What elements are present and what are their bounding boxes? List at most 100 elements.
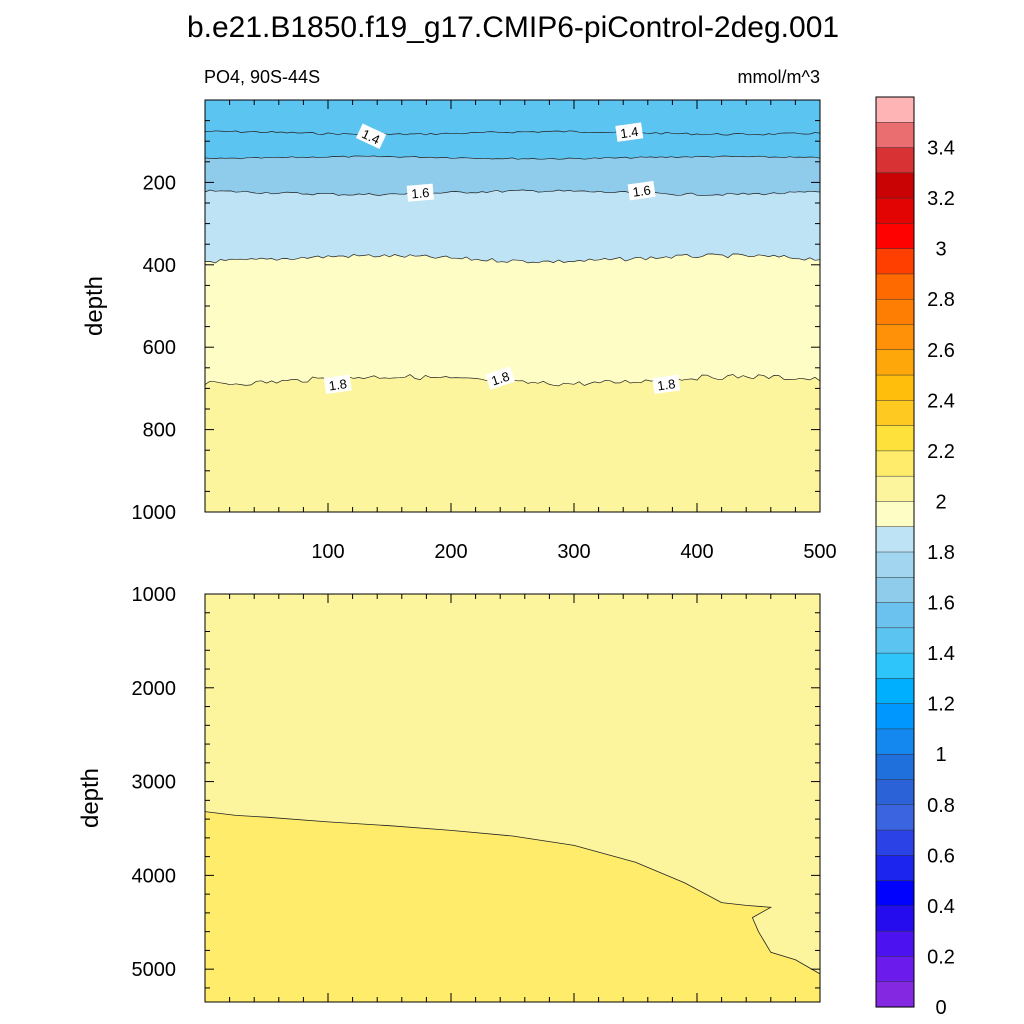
contour-label-text: 1.8 [656, 376, 676, 393]
colorbar-swatch [875, 349, 915, 376]
colorbar-label: 1.2 [927, 694, 955, 716]
colorbar-swatch [875, 804, 915, 831]
colorbar-swatch [875, 905, 915, 932]
contour-label-text: 1.8 [489, 369, 511, 389]
colorbar-label: 3.4 [927, 138, 955, 160]
colorbar-swatch [875, 930, 915, 957]
colorbar-label: 0.2 [927, 946, 955, 968]
colorbar-swatch [875, 551, 915, 578]
colorbar-frame [875, 96, 915, 1008]
colorbar-swatch [875, 475, 915, 503]
contour-label: 1.6 [627, 180, 656, 201]
contour-line-1.5 [204, 155, 821, 160]
contour-label-text: 1.4 [619, 124, 639, 141]
colorbar-swatch [875, 880, 915, 907]
y-tick-label: 200 [143, 172, 176, 194]
colorbar-label: 0.6 [927, 845, 955, 867]
colorbar-swatch [875, 425, 915, 452]
x-tick-label: 100 [311, 541, 344, 563]
colorbar-swatch [875, 147, 915, 174]
colorbar-swatch [875, 450, 915, 477]
colorbar-label: 2 [935, 491, 946, 513]
band-1.6-1.7 [205, 189, 820, 263]
band-1.8-1.9 [205, 374, 820, 512]
colorbar-swatch [875, 501, 915, 528]
colorbar-swatch [875, 703, 915, 730]
upper-panel: 1.4 1.4 1.6 1.6 1.8 1.8 1.8 100 200 300 400 500 200… [81, 99, 837, 563]
colorbar-swatch [875, 223, 915, 250]
colorbar-swatch [875, 248, 915, 275]
band-1.5-1.6 [205, 155, 820, 196]
colorbar-swatch [875, 172, 915, 199]
upper-panel-frame [204, 99, 821, 513]
colorbar-swatch [875, 96, 915, 123]
colorbar-label: 0 [935, 997, 946, 1019]
colorbar-label: 1.6 [927, 593, 955, 615]
contour-label-bg [627, 180, 656, 201]
colorbar-swatch [875, 627, 915, 654]
colorbar-swatch [875, 981, 915, 1008]
colorbar-swatch [875, 855, 915, 882]
colorbar-swatch [875, 400, 915, 427]
contour-label-bg [406, 183, 434, 202]
upper-y-axis-label: depth [81, 276, 108, 336]
colorbar-label: 2.8 [927, 289, 955, 311]
y-tick-label: 3000 [132, 772, 177, 794]
y-tick-label: 1000 [132, 502, 177, 524]
y-tick-label: 2000 [132, 678, 177, 700]
contour-label-bg [652, 374, 681, 395]
y-tick-label: 4000 [132, 865, 177, 887]
colorbar: 3.4 3.2 3 2.8 2.6 2.4 2.2 2 1.8 1.6 1.4 1.2 1 0.8 0.6 0… [875, 96, 955, 1019]
contour-label-bg [485, 366, 516, 390]
colorbar-label: 3 [935, 239, 946, 261]
chart-title: b.e21.B1850.f19_g17.CMIP6-piControl-2deg… [187, 11, 839, 44]
colorbar-label: 3.2 [927, 188, 955, 210]
y-tick-label: 400 [143, 255, 176, 277]
colorbar-swatch [875, 526, 915, 553]
colorbar-label: 2.4 [927, 390, 955, 412]
colorbar-label: 1.4 [927, 643, 955, 665]
colorbar-swatch [875, 577, 915, 604]
contour-line-1.6 [204, 189, 821, 197]
x-tick-label: 400 [680, 541, 713, 563]
colorbar-swatch [875, 273, 915, 300]
contour-label-text: 1.6 [632, 182, 652, 199]
colorbar-swatch [875, 324, 915, 351]
x-tick-label: 500 [803, 541, 836, 563]
x-tick-label: 300 [557, 541, 590, 563]
colorbar-swatch [875, 779, 915, 806]
y-tick-label: 800 [143, 420, 176, 442]
contour-line-1.4 [204, 130, 821, 136]
y-tick-label: 1000 [132, 584, 177, 606]
colorbar-label: 2.6 [927, 340, 955, 362]
colorbar-swatch [875, 678, 915, 705]
contour-label-text: 1.6 [411, 185, 430, 202]
x-tick-label: 200 [434, 541, 467, 563]
units-subtitle: mmol/m^3 [738, 67, 820, 87]
contour-label-text: 1.8 [328, 376, 348, 393]
y-tick-label: 5000 [132, 959, 177, 981]
colorbar-swatch [875, 753, 915, 781]
colorbar-label: 0.8 [927, 795, 955, 817]
colorbar-swatch [875, 298, 915, 326]
contour-label-bg [355, 123, 387, 150]
colorbar-swatch [875, 374, 915, 401]
contour-label-bg [615, 122, 644, 142]
colorbar-swatch [875, 652, 915, 679]
colorbar-label: 1 [935, 744, 946, 766]
colorbar-swatch [875, 197, 915, 224]
band-1.7-1.8 [205, 253, 820, 386]
contour-label: 1.8 [485, 366, 516, 390]
band-top [205, 100, 820, 136]
contour-line-1.9 [204, 811, 821, 975]
colorbar-label: 0.4 [927, 896, 955, 918]
band-1.9-2.0-lower [205, 811, 820, 1002]
colorbar-swatch [875, 829, 915, 856]
contour-line-1.7 [204, 253, 821, 264]
colorbar-swatch [875, 728, 915, 755]
contour-label-bg [323, 374, 352, 395]
contour-label: 1.8 [652, 374, 681, 395]
contour-label-text: 1.4 [360, 126, 383, 147]
colorbar-swatch [875, 122, 915, 149]
